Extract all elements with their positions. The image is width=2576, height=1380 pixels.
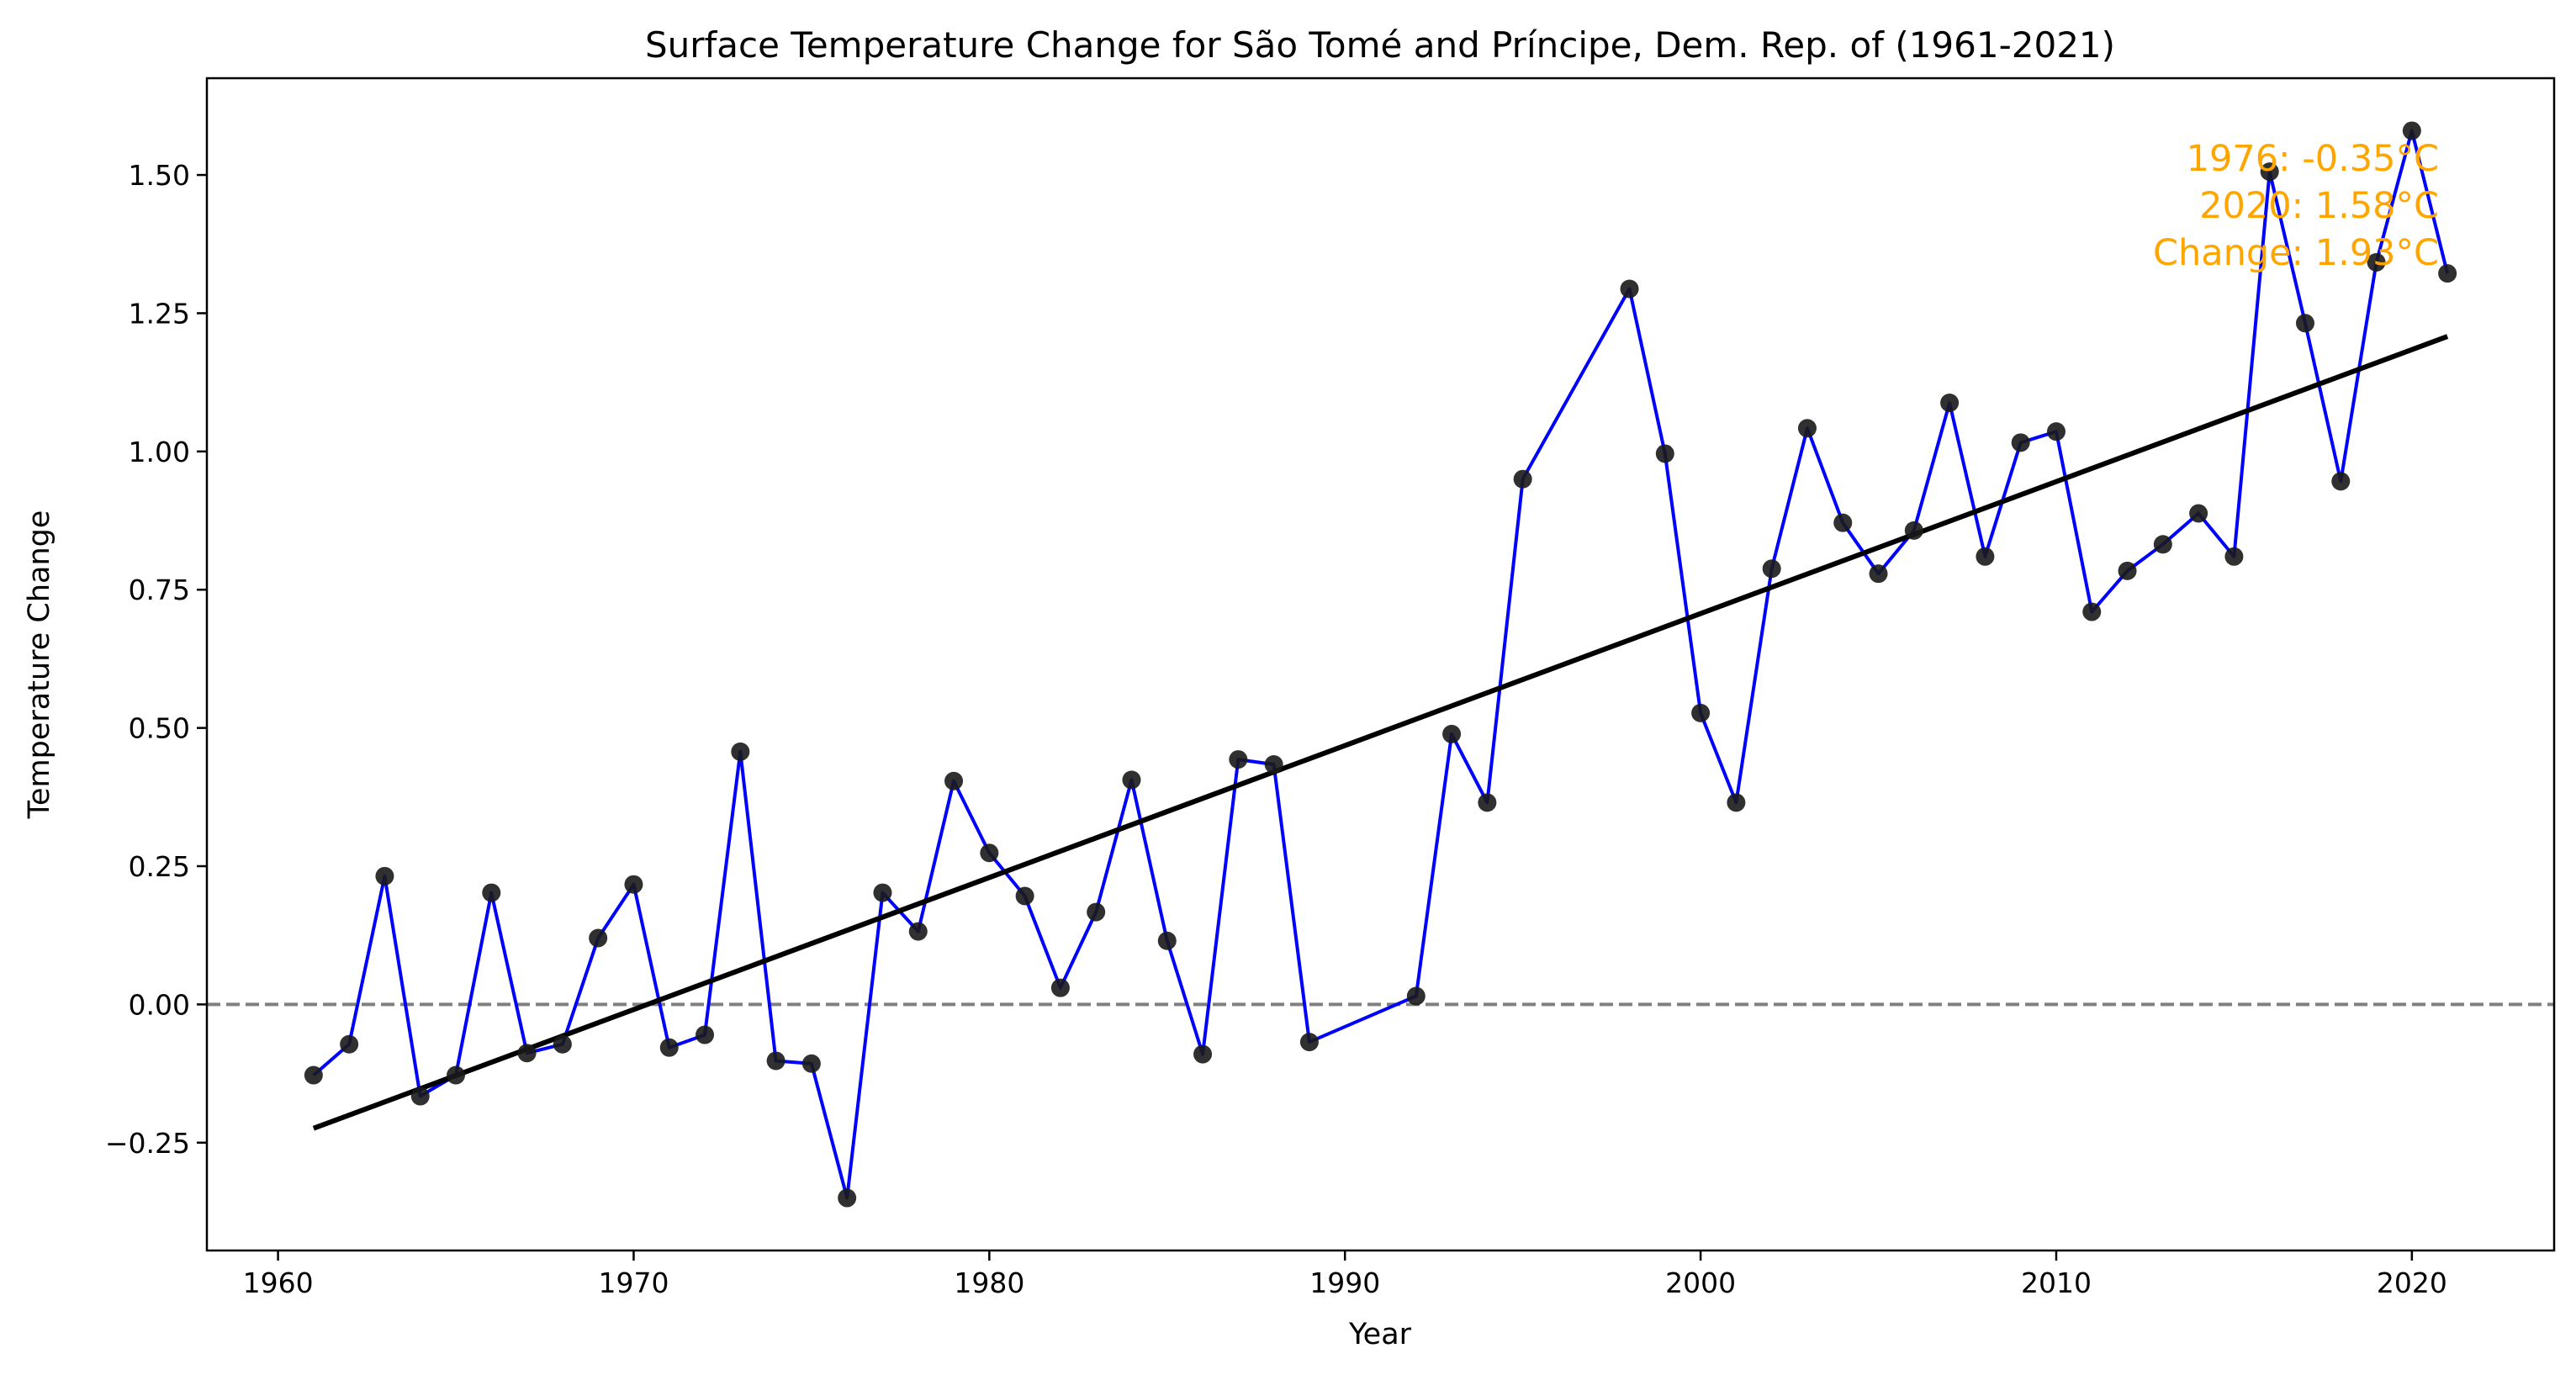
data-point-1979 xyxy=(944,771,964,790)
data-point-1968 xyxy=(553,1034,572,1054)
data-point-1988 xyxy=(1264,755,1283,775)
y-tick-label-5: 1.00 xyxy=(129,436,190,468)
annotation-line-1: 1976: -0.35°C xyxy=(2187,138,2439,180)
data-point-2016 xyxy=(2260,162,2279,182)
data-point-2009 xyxy=(2011,433,2030,452)
data-point-1962 xyxy=(340,1034,359,1054)
x-axis-title: Year xyxy=(1348,1318,1412,1351)
data-point-1994 xyxy=(1478,793,1497,812)
data-point-2018 xyxy=(2331,472,2351,491)
annotation-box: 1976: -0.35°C 2020: 1.58°C Change: 1.93°C xyxy=(2153,138,2439,274)
y-tick-label-6: 1.25 xyxy=(129,297,190,330)
data-point-1971 xyxy=(659,1038,679,1057)
y-tick-label-4: 0.75 xyxy=(129,574,190,606)
y-tick-label-3: 0.50 xyxy=(129,712,190,745)
data-point-1992 xyxy=(1406,986,1426,1006)
y-tick-label-1: 0.00 xyxy=(129,988,190,1021)
data-point-2004 xyxy=(1833,513,1853,532)
trend-line xyxy=(312,334,2449,1131)
data-point-1978 xyxy=(908,922,928,941)
x-tick-label-2010: 2010 xyxy=(2021,1266,2092,1299)
data-point-1969 xyxy=(589,928,608,948)
data-point-1976 xyxy=(838,1188,857,1208)
y-tick-label-0: −0.25 xyxy=(105,1127,190,1160)
data-point-2019 xyxy=(2367,252,2386,272)
data-point-1963 xyxy=(375,866,394,886)
data-point-2006 xyxy=(1904,521,1923,540)
data-point-1984 xyxy=(1122,770,1141,790)
data-point-2001 xyxy=(1727,793,1746,812)
y-tick-label-2: 0.25 xyxy=(129,850,190,883)
data-point-2010 xyxy=(2046,422,2066,441)
series-line xyxy=(312,129,2450,1200)
x-tick-label-2000: 2000 xyxy=(1665,1266,1736,1299)
data-point-1982 xyxy=(1050,978,1070,997)
data-point-1974 xyxy=(766,1051,785,1071)
x-tick-label-1980: 1980 xyxy=(954,1266,1024,1299)
data-point-1965 xyxy=(447,1065,466,1085)
y-tick-label-7: 1.50 xyxy=(129,159,190,192)
chart-title: Surface Temperature Change for São Tomé … xyxy=(645,24,2115,66)
data-point-2014 xyxy=(2189,504,2208,523)
data-point-1998 xyxy=(1620,279,1639,299)
data-point-1964 xyxy=(410,1087,430,1106)
data-point-1977 xyxy=(873,883,892,902)
data-point-1975 xyxy=(801,1054,821,1073)
data-point-1995 xyxy=(1513,469,1532,489)
x-tick-label-1990: 1990 xyxy=(1309,1266,1380,1299)
data-point-2012 xyxy=(2118,561,2137,580)
data-point-1983 xyxy=(1087,902,1106,922)
annotation-line-2: 2020: 1.58°C xyxy=(2199,185,2439,227)
data-point-1989 xyxy=(1299,1033,1319,1052)
data-point-1993 xyxy=(1442,724,1462,743)
y-axis-title: Temperature Change xyxy=(23,510,56,820)
data-point-2007 xyxy=(1940,393,1960,412)
data-point-2005 xyxy=(1869,564,1888,584)
annotation-line-3: Change: 1.93°C xyxy=(2153,232,2439,274)
x-tick-label-1960: 1960 xyxy=(243,1266,314,1299)
data-point-1985 xyxy=(1157,931,1177,950)
data-point-1967 xyxy=(517,1044,537,1063)
plot-frame xyxy=(205,77,2556,1252)
data-point-2000 xyxy=(1691,703,1711,722)
data-point-1970 xyxy=(624,875,643,894)
data-point-2002 xyxy=(1762,559,1781,579)
data-point-1999 xyxy=(1655,444,1674,463)
data-point-2021 xyxy=(2438,264,2457,283)
data-point-1980 xyxy=(980,843,999,863)
data-point-2017 xyxy=(2295,314,2314,333)
data-point-1961 xyxy=(304,1065,323,1085)
data-point-1987 xyxy=(1229,750,1248,769)
x-tick-label-1970: 1970 xyxy=(598,1266,669,1299)
data-point-2008 xyxy=(1976,547,1995,566)
data-point-2013 xyxy=(2153,535,2172,554)
data-point-2003 xyxy=(1797,419,1817,438)
data-point-1966 xyxy=(482,883,501,902)
data-point-1973 xyxy=(731,742,750,761)
data-point-1972 xyxy=(696,1025,715,1044)
data-point-2015 xyxy=(2224,547,2244,566)
data-point-2020 xyxy=(2402,121,2421,140)
data-point-1986 xyxy=(1193,1044,1213,1064)
data-point-1981 xyxy=(1015,886,1034,906)
data-point-2011 xyxy=(2082,602,2102,621)
x-tick-label-2020: 2020 xyxy=(2377,1266,2447,1299)
